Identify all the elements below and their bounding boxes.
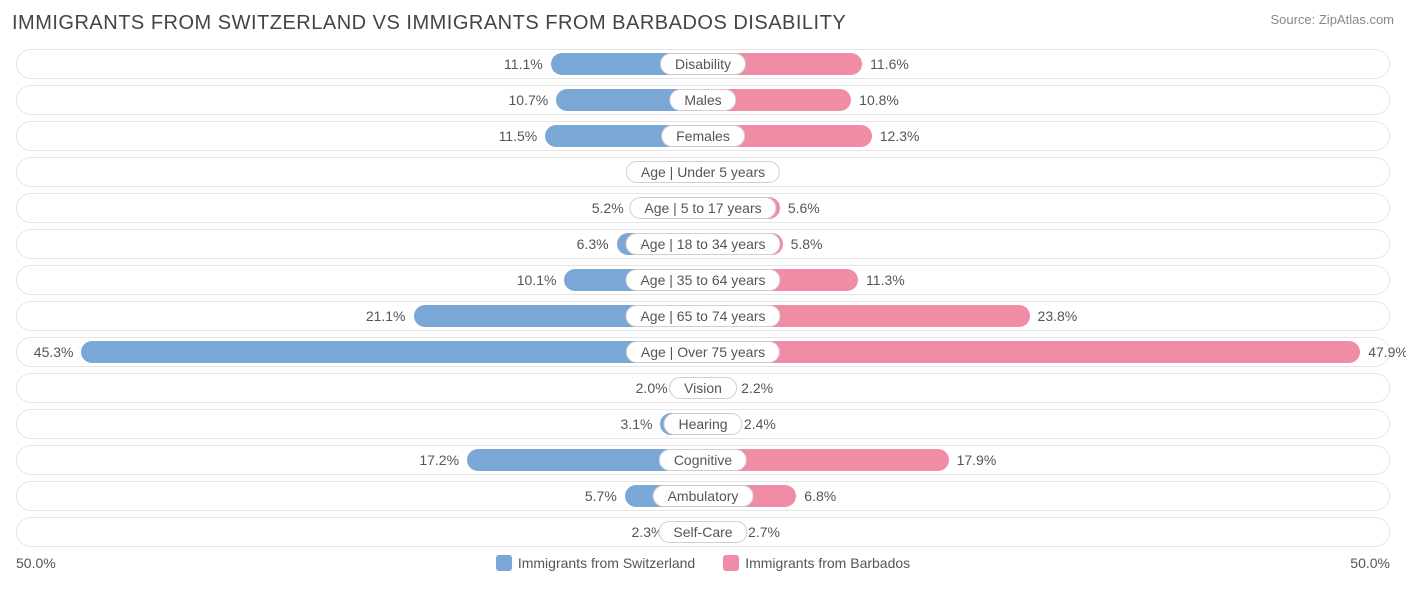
row-label: Age | 35 to 64 years [625,269,780,291]
value-left: 17.2% [419,452,459,468]
chart-row: 5.7% 6.8% Ambulatory [16,481,1390,511]
chart-row: 10.1% 11.3% Age | 35 to 64 years [16,265,1390,295]
legend-swatch-right [723,555,739,571]
chart-legend: Immigrants from Switzerland Immigrants f… [496,555,910,571]
legend-label-right: Immigrants from Barbados [745,555,910,571]
value-left: 45.3% [34,344,74,360]
value-left: 3.1% [621,416,653,432]
value-right: 2.2% [741,380,773,396]
legend-item-left: Immigrants from Switzerland [496,555,695,571]
legend-item-right: Immigrants from Barbados [723,555,910,571]
legend-label-left: Immigrants from Switzerland [518,555,695,571]
value-left: 10.7% [509,92,549,108]
value-right: 11.3% [866,272,905,288]
value-right: 2.7% [748,524,780,540]
row-label: Self-Care [658,521,747,543]
row-label: Cognitive [659,449,747,471]
chart-row: 1.1%0.97%Age | Under 5 years [16,157,1390,187]
chart-row: 21.1% 23.8% Age | 65 to 74 years [16,301,1390,331]
value-left: 6.3% [577,236,609,252]
chart-row: 6.3% 5.8% Age | 18 to 34 years [16,229,1390,259]
value-left: 5.7% [585,488,617,504]
value-right: 11.6% [870,56,909,72]
axis-right-max-label: 50.0% [1350,555,1390,571]
row-label: Age | 65 to 74 years [625,305,780,327]
chart-row: 45.3%47.9%Age | Over 75 years [16,337,1390,367]
value-left: 11.1% [504,56,543,72]
row-label: Age | Under 5 years [626,161,780,183]
value-right: 17.9% [957,452,997,468]
value-right: 5.8% [791,236,823,252]
bar-right [703,341,1360,363]
value-right: 2.4% [744,416,776,432]
value-right: 47.9% [1368,344,1406,360]
chart-row: 2.0% 2.2%Vision [16,373,1390,403]
chart-title: IMMIGRANTS FROM SWITZERLAND VS IMMIGRANT… [12,12,846,35]
row-label: Ambulatory [653,485,754,507]
value-right: 6.8% [804,488,836,504]
row-label: Age | 5 to 17 years [629,197,776,219]
chart-footer: 50.0% Immigrants from Switzerland Immigr… [8,553,1398,571]
chart-source: Source: ZipAtlas.com [1270,12,1394,27]
legend-swatch-left [496,555,512,571]
row-label: Vision [669,377,737,399]
row-label: Males [669,89,736,111]
value-left: 21.1% [366,308,406,324]
value-left: 11.5% [499,128,538,144]
chart-row: 3.1% 2.4%Hearing [16,409,1390,439]
value-right: 5.6% [788,200,820,216]
value-right: 10.8% [859,92,899,108]
value-right: 23.8% [1038,308,1078,324]
row-label: Age | 18 to 34 years [625,233,780,255]
chart-row: 5.2% 5.6% Age | 5 to 17 years [16,193,1390,223]
chart-header: IMMIGRANTS FROM SWITZERLAND VS IMMIGRANT… [8,12,1398,45]
value-right: 12.3% [880,128,920,144]
value-left: 5.2% [592,200,624,216]
bar-left [81,341,703,363]
row-label: Age | Over 75 years [626,341,780,363]
value-left: 2.0% [636,380,668,396]
chart-row: 17.2% 17.9% Cognitive [16,445,1390,475]
axis-left-max-label: 50.0% [16,555,56,571]
row-label: Disability [660,53,746,75]
chart-row: 2.3%2.7%Self-Care [16,517,1390,547]
value-left: 10.1% [517,272,557,288]
row-label: Females [661,125,745,147]
chart-row: 11.1% 11.6% Disability [16,49,1390,79]
row-label: Hearing [663,413,742,435]
chart-row: 10.7% 10.8% Males [16,85,1390,115]
chart-row: 11.5% 12.3% Females [16,121,1390,151]
diverging-bar-chart: 11.1% 11.6% Disability 10.7% 10.8% Males 11.5%… [8,45,1398,547]
